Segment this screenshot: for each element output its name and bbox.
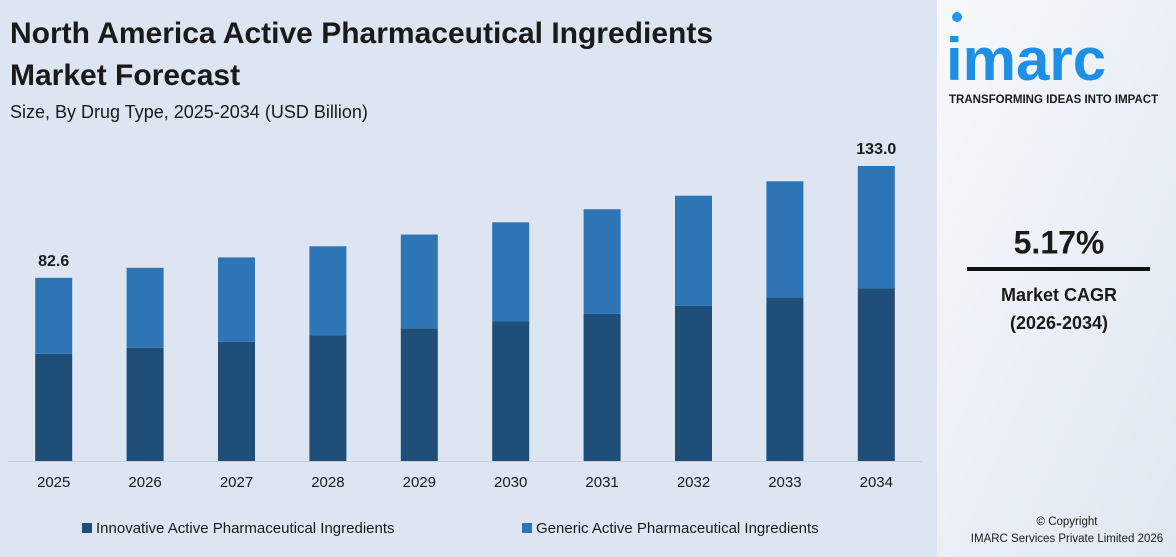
bar-segment [35, 353, 73, 461]
chart-title: North America Active Pharmaceutical Ingr… [10, 17, 713, 50]
chart-title: Market Forecast [10, 59, 240, 92]
total-label: 133.0 [856, 141, 896, 158]
bar-segment [583, 313, 621, 461]
bar-segment [675, 305, 712, 461]
x-tick-label: 2028 [311, 474, 344, 491]
x-tick-label: 2032 [677, 474, 710, 491]
tagline: TRANSFORMING IDEAS INTO IMPACT [949, 94, 1158, 106]
bar-segment [857, 166, 895, 289]
bar-segment [492, 222, 530, 322]
copyright: © Copyright [1037, 516, 1099, 528]
bar-segment [400, 234, 438, 329]
chart-subtitle: Size, By Drug Type, 2025-2034 (USD Billi… [10, 102, 368, 122]
x-tick-label: 2029 [403, 474, 436, 491]
x-tick-label: 2033 [768, 474, 801, 491]
cagr-value: 5.17% [1014, 224, 1105, 260]
bar-segment [583, 209, 621, 314]
total-label: 82.6 [38, 253, 69, 270]
divider [967, 267, 1150, 271]
bar-segment [35, 277, 73, 354]
bar-segment [218, 341, 255, 461]
legend-swatch [522, 523, 532, 533]
cagr-period: (2026-2034) [1010, 313, 1108, 333]
x-tick-label: 2026 [128, 474, 161, 491]
company: IMARC Services Private Limited 2026 [971, 533, 1163, 545]
x-tick-label: 2034 [860, 474, 893, 491]
legend-label: Generic Active Pharmaceutical Ingredient… [536, 520, 819, 537]
bar-segment [766, 297, 804, 461]
legend-swatch [82, 523, 92, 533]
bar-segment [218, 257, 255, 342]
bar-segment [675, 195, 712, 306]
x-tick-label: 2027 [220, 474, 253, 491]
bar-segment [492, 321, 530, 461]
bar-segment [857, 288, 895, 461]
bar-segment [309, 335, 347, 461]
bar-segment [309, 246, 347, 336]
bar-segment [126, 347, 164, 461]
x-tick-label: 2031 [585, 474, 618, 491]
logo-dot [952, 12, 962, 22]
logo: imarc [946, 26, 1106, 93]
bar-segment [766, 181, 804, 298]
sidebar-background [937, 0, 1176, 557]
bar-segment [400, 328, 438, 461]
cagr-label: Market CAGR [1001, 285, 1117, 305]
x-tick-label: 2030 [494, 474, 527, 491]
bar-segment [126, 267, 164, 348]
legend-label: Innovative Active Pharmaceutical Ingredi… [96, 520, 395, 537]
x-tick-label: 2025 [37, 474, 70, 491]
